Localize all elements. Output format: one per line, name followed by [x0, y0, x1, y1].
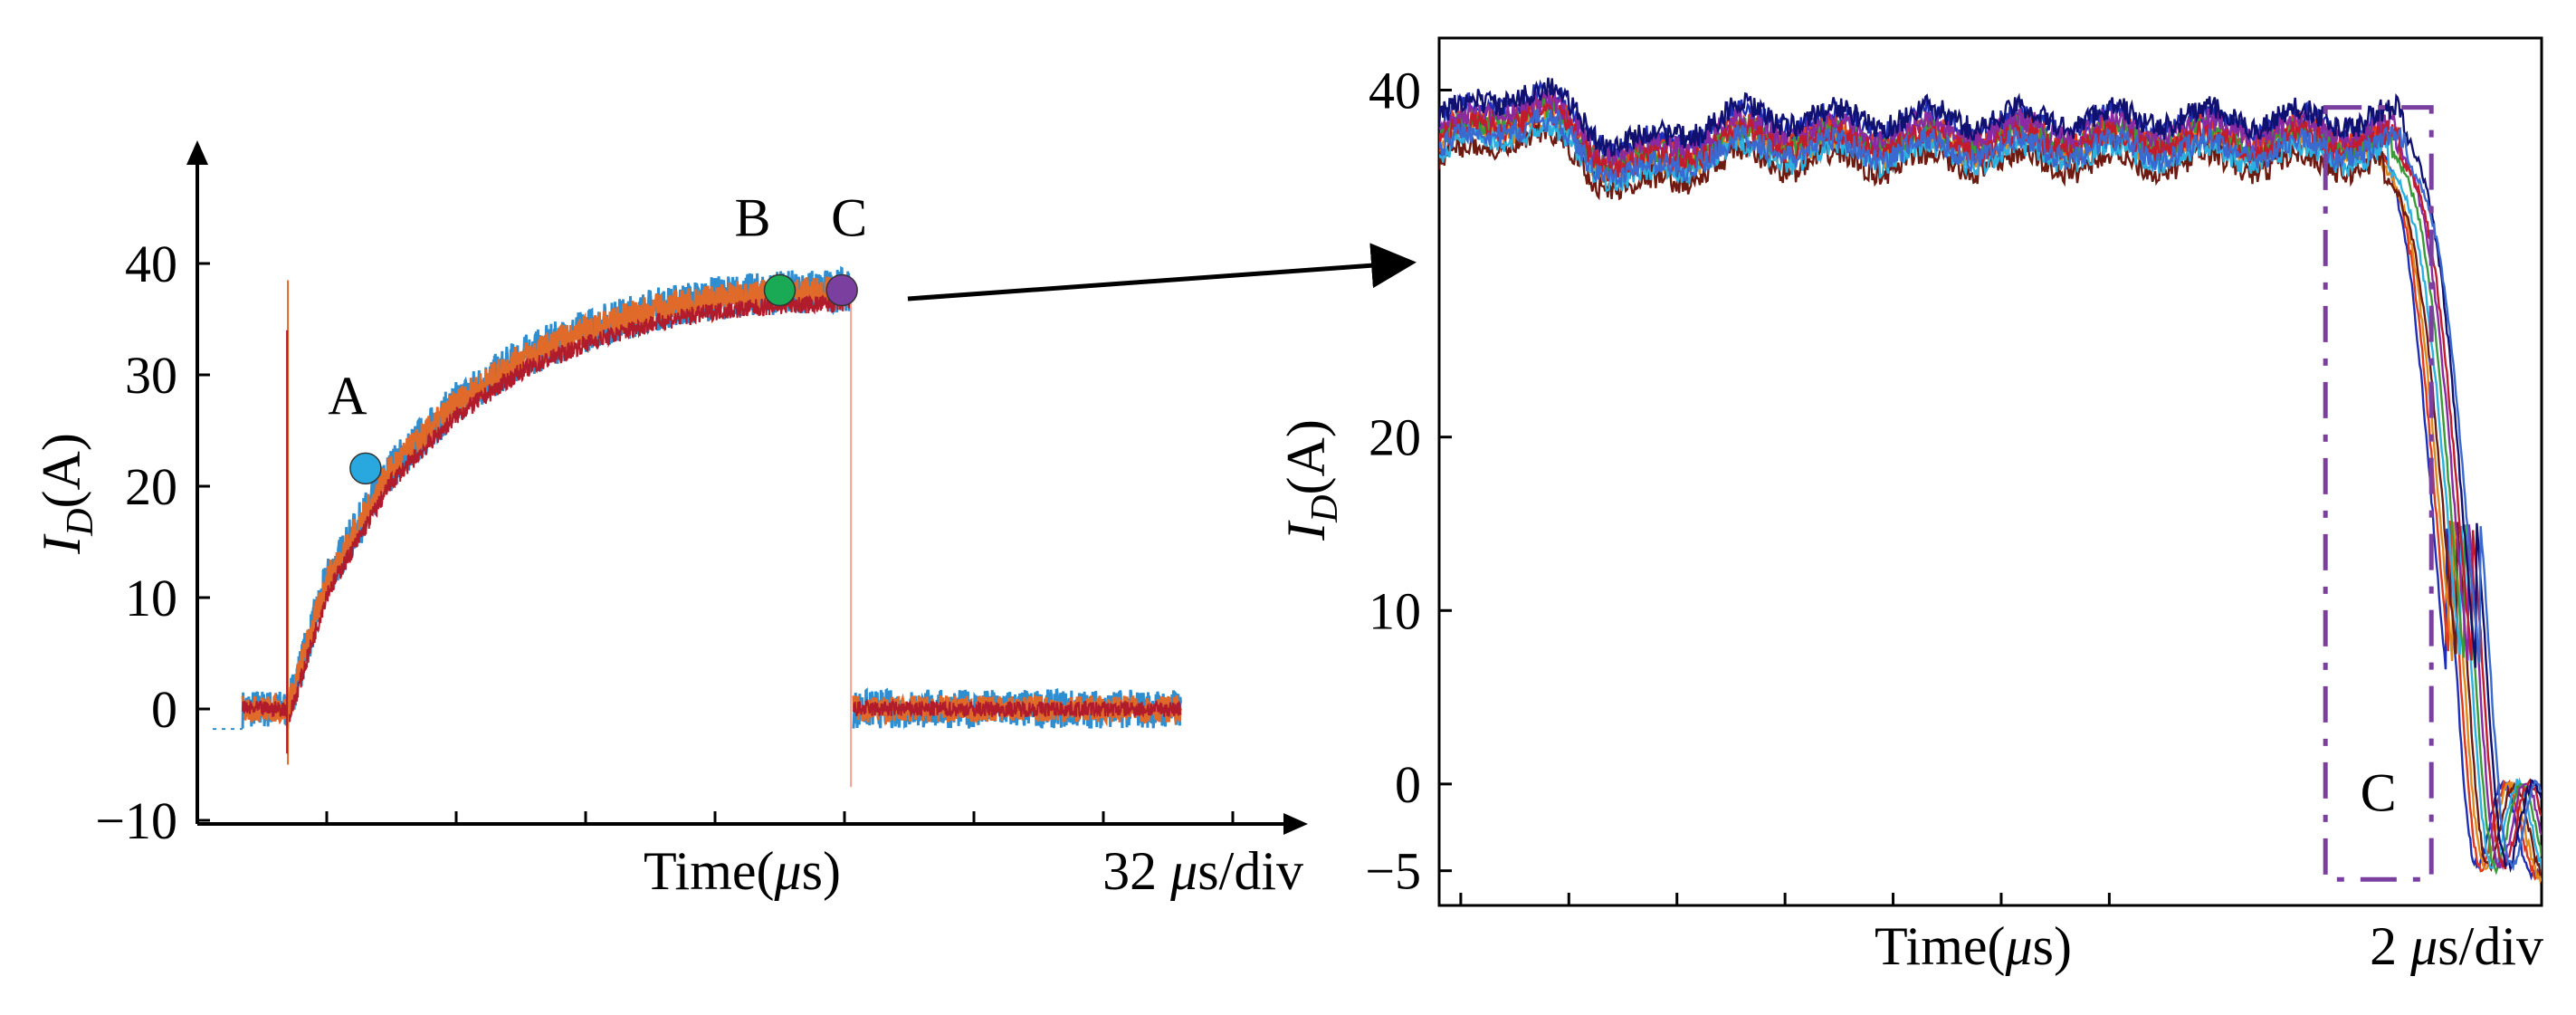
left-point-marker: [825, 273, 858, 307]
left-trace-rise: [287, 293, 852, 730]
right-trace-line: [1439, 90, 2542, 881]
left-ytick-label: 10: [125, 569, 177, 627]
right-xticks: [1459, 893, 2111, 905]
right-yticks: −5 0 10 20 40: [1365, 61, 1452, 901]
left-trace-post: [853, 697, 1182, 720]
right-trace-line: [1439, 107, 2542, 872]
right-trace-line: [1439, 90, 2542, 871]
right-trace-line: [1439, 79, 2542, 881]
right-scale-label: 2 μs/div: [2370, 916, 2543, 976]
left-point-label: C: [831, 188, 867, 248]
left-yticks: −10 0 10 20 30 40: [95, 235, 210, 850]
left-x-axis-label: Time(μs): [644, 841, 841, 901]
right-highlight-label: C: [2361, 762, 2397, 822]
right-highlight-rect: [2323, 105, 2434, 882]
right-trace-line: [1439, 93, 2542, 876]
right-y-axis-label: ID(A): [1276, 419, 1346, 541]
left-ytick-label: −10: [95, 791, 177, 850]
zoom-connector-arrow: [907, 243, 1417, 302]
right-trace-line: [1439, 102, 2542, 870]
right-ytick-label: 0: [1395, 755, 1421, 814]
left-ytick-label: 40: [125, 235, 177, 293]
right-trace-line: [1439, 111, 2542, 870]
right-chart: −5 0 10 20 40 C ID(A) Time(μs) 2 μs/div: [1276, 36, 2543, 976]
left-xticks: [325, 811, 1235, 824]
left-ytick-label: 0: [151, 680, 177, 739]
right-ytick-label: −5: [1365, 842, 1421, 901]
right-plot-frame: [1437, 36, 2543, 907]
left-x-axis-arrowhead: [1283, 813, 1308, 835]
left-y-axis-label: ID(A): [32, 433, 101, 555]
right-ytick-label: 40: [1369, 61, 1421, 120]
left-scale-label: 32 μs/div: [1102, 841, 1303, 901]
left-point-label: B: [734, 188, 770, 248]
left-points: A B C: [328, 188, 867, 485]
left-ytick-label: 30: [125, 346, 177, 405]
right-x-axis-label: Time(μs): [1875, 916, 2072, 976]
left-ytick-label: 20: [125, 457, 177, 516]
right-highlight-box: C: [2323, 105, 2434, 882]
left-traces: [213, 265, 1182, 788]
right-trace-line: [1439, 77, 2542, 874]
right-ytick-label: 10: [1369, 581, 1421, 640]
right-traces: [1439, 77, 2542, 885]
left-y-axis-arrowhead: [186, 140, 208, 165]
left-chart: −10 0 10 20 30 40 A B C ID(A) Time(μs) 32 μs/di…: [32, 140, 1308, 901]
left-point-marker: [763, 273, 797, 307]
right-ytick-label: 20: [1369, 408, 1421, 467]
left-trace-pre: [242, 700, 289, 718]
left-point-marker: [349, 452, 382, 485]
left-trace-rise: [286, 274, 853, 718]
left-point-label: A: [328, 366, 367, 426]
